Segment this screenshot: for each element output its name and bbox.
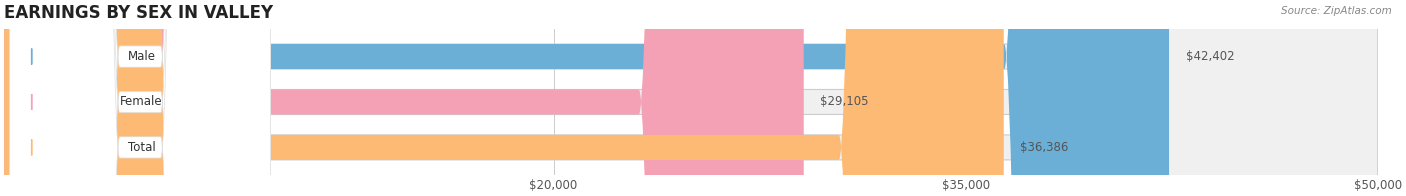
FancyBboxPatch shape [4, 0, 1168, 196]
Text: $29,105: $29,105 [820, 95, 869, 108]
Text: Source: ZipAtlas.com: Source: ZipAtlas.com [1281, 6, 1392, 16]
FancyBboxPatch shape [4, 0, 804, 196]
Text: $42,402: $42,402 [1185, 50, 1234, 63]
Text: $36,386: $36,386 [1021, 141, 1069, 154]
FancyBboxPatch shape [10, 0, 270, 196]
FancyBboxPatch shape [4, 0, 1378, 196]
Text: Total: Total [128, 141, 156, 154]
FancyBboxPatch shape [4, 0, 1004, 196]
FancyBboxPatch shape [10, 0, 270, 196]
FancyBboxPatch shape [4, 0, 1378, 196]
Text: Male: Male [128, 50, 156, 63]
FancyBboxPatch shape [4, 0, 1378, 196]
Text: EARNINGS BY SEX IN VALLEY: EARNINGS BY SEX IN VALLEY [4, 4, 273, 22]
FancyBboxPatch shape [10, 0, 270, 196]
Text: Female: Female [121, 95, 163, 108]
